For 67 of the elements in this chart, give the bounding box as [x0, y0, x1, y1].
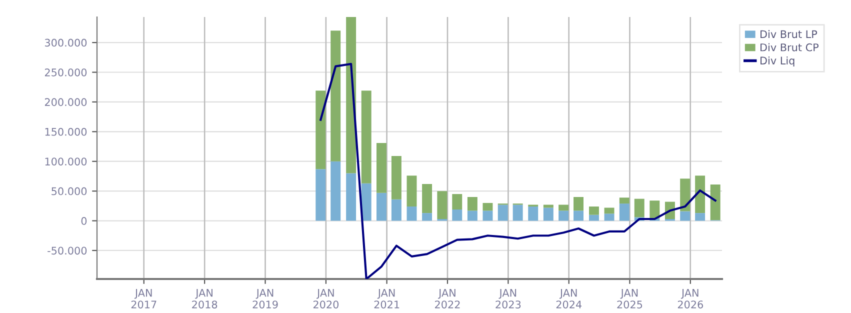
x-tick-label: JAN 2022: [435, 289, 460, 308]
bar: [376, 192, 386, 221]
x-tick-label: JAN 2020: [313, 289, 339, 308]
bar: [543, 204, 554, 208]
bar: [452, 194, 462, 210]
bar: [604, 208, 614, 214]
bar: [680, 178, 690, 212]
y-tick-label: -50.000: [48, 246, 87, 255]
bar: [588, 206, 599, 215]
bar: [422, 184, 432, 214]
bar: [558, 210, 569, 221]
bar: [330, 30, 341, 162]
bar: [361, 183, 372, 221]
y-tick-label: 50.000: [52, 187, 87, 196]
y-tick-label: 250.000: [44, 68, 87, 76]
bar: [437, 191, 448, 219]
bar: [680, 211, 690, 221]
x-tick-label: JAN 2021: [374, 289, 400, 308]
bar: [482, 210, 493, 221]
x-tick-label: JAN 2018: [192, 289, 218, 308]
bar: [604, 214, 614, 221]
legend-label: Div Brut CP: [760, 43, 819, 52]
bar: [498, 204, 508, 221]
legend-label: Div Brut LP: [760, 30, 818, 38]
bar: [710, 184, 720, 220]
bar: [376, 142, 386, 193]
bar: [634, 198, 644, 218]
y-tick-label: 150.000: [45, 128, 87, 136]
bar: [619, 204, 630, 221]
bar: [346, 17, 356, 174]
bar: [543, 208, 554, 221]
y-tick-label: 300.000: [44, 38, 87, 47]
bar: [406, 206, 417, 221]
x-tick-label: JAN 2017: [131, 289, 156, 308]
bar: [574, 197, 584, 211]
x-tick-label: JAN 2019: [252, 289, 278, 308]
bar: [467, 210, 478, 221]
bar: [391, 199, 402, 221]
bar: [391, 156, 402, 200]
bar: [330, 161, 341, 221]
bar: [619, 198, 630, 204]
bar: [588, 214, 599, 221]
bar: [482, 202, 493, 211]
x-tick-label: JAN 2023: [496, 289, 521, 308]
x-tick-label: JAN 2026: [678, 289, 704, 308]
bar: [316, 90, 326, 170]
bar: [558, 204, 569, 211]
bar: [512, 204, 523, 221]
bar: [346, 173, 356, 221]
line-series: [320, 62, 716, 279]
bar: [361, 90, 372, 184]
bar: [695, 176, 706, 214]
x-tick-label: JAN 2025: [617, 289, 642, 308]
bar: [574, 210, 584, 221]
bar: [528, 206, 538, 221]
y-tick-label: 100.000: [45, 158, 87, 166]
bar: [406, 176, 417, 207]
bar: [316, 169, 326, 221]
bar: [650, 200, 660, 218]
x-tick-label: JAN 2024: [556, 289, 582, 308]
bar: [695, 213, 706, 221]
bar: [467, 197, 478, 211]
bar: [452, 209, 462, 221]
bar: [422, 213, 432, 221]
y-tick-label: 200.000: [44, 98, 87, 106]
legend-label: Div Liq: [760, 56, 794, 67]
y-tick-label: 0: [81, 217, 87, 225]
